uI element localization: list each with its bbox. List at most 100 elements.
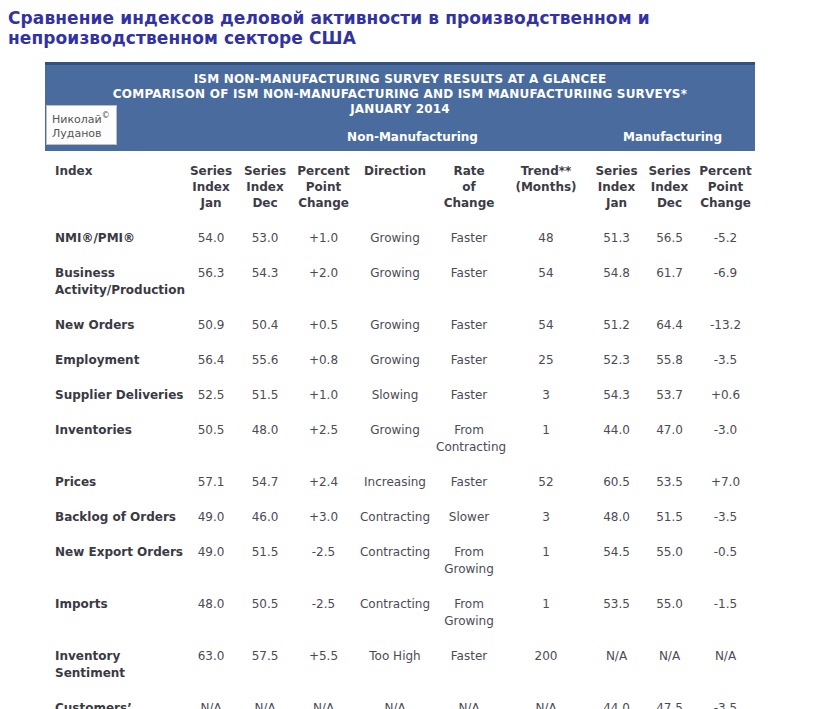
table-row: Supplier Deliveries52.551.5+1.0SlowingFa… — [45, 387, 755, 404]
row-value: N/A — [293, 700, 354, 709]
row-value: 55.6 — [237, 352, 293, 369]
row-value: 44.0 — [590, 700, 643, 709]
row-value: 25 — [502, 352, 590, 369]
row-value: N/A — [354, 700, 436, 709]
table-row: Business Activity/Production56.354.3+2.0… — [45, 265, 755, 299]
row-value: From Contracting — [436, 422, 502, 456]
author-watermark: Николай© Луданов — [46, 105, 117, 145]
row-value: 64.4 — [643, 317, 696, 334]
watermark-name-first: Николай — [52, 113, 102, 126]
row-value: N/A — [185, 700, 237, 709]
band-title-line2: COMPARISON OF ISM NON-MANUFACTURING AND … — [45, 87, 755, 102]
row-value: 55.0 — [643, 544, 696, 578]
row-value: 1 — [502, 544, 590, 578]
row-value: 50.5 — [185, 422, 237, 456]
page-title: Сравнение индексов деловой активности в … — [8, 8, 819, 48]
row-value: 51.5 — [237, 387, 293, 404]
row-value: 56.4 — [185, 352, 237, 369]
row-value: 52.3 — [590, 352, 643, 369]
row-value: 47.0 — [643, 422, 696, 456]
row-value: Faster — [436, 265, 502, 299]
row-value: 54.3 — [237, 265, 293, 299]
column-header: Trend** (Months) — [502, 163, 590, 211]
row-value: 3 — [502, 509, 590, 526]
row-value: 54 — [502, 317, 590, 334]
row-label: NMI®/PMI® — [45, 230, 185, 247]
row-value: +5.5 — [293, 648, 354, 682]
row-value: 51.5 — [237, 544, 293, 578]
row-value: 50.4 — [237, 317, 293, 334]
row-value: Growing — [354, 422, 436, 456]
row-value: 1 — [502, 596, 590, 630]
row-value: 54.7 — [237, 474, 293, 491]
row-value: -3.5 — [696, 509, 755, 526]
row-value: Growing — [354, 230, 436, 247]
row-value: -3.5 — [696, 352, 755, 369]
row-value: Faster — [436, 352, 502, 369]
band-title-line3: JANUARY 2014 — [45, 102, 755, 117]
row-value: From Growing — [436, 596, 502, 630]
row-value: N/A — [436, 700, 502, 709]
row-value: Slower — [436, 509, 502, 526]
row-label: Backlog of Orders — [45, 509, 185, 526]
table-row: Customers’ InventoriesN/AN/AN/AN/AN/AN/A… — [45, 700, 755, 709]
row-value: -3.0 — [696, 422, 755, 456]
row-value: N/A — [237, 700, 293, 709]
row-value: Contracting — [354, 544, 436, 578]
row-value: +2.0 — [293, 265, 354, 299]
row-value: 55.0 — [643, 596, 696, 630]
row-value: N/A — [590, 648, 643, 682]
row-value: 51.3 — [590, 230, 643, 247]
row-value: Growing — [354, 317, 436, 334]
table-rows: NMI®/PMI®54.053.0+1.0GrowingFaster4851.3… — [45, 230, 755, 709]
row-value: +1.0 — [293, 387, 354, 404]
row-value: -1.5 — [696, 596, 755, 630]
column-header: Series Index Jan — [185, 163, 237, 211]
row-label: Prices — [45, 474, 185, 491]
row-value: 54 — [502, 265, 590, 299]
row-label: Inventories — [45, 422, 185, 456]
table-row: Inventory Sentiment63.057.5+5.5Too HighF… — [45, 648, 755, 682]
table-row: Prices57.154.7+2.4IncreasingFaster5260.5… — [45, 474, 755, 491]
row-value: 60.5 — [590, 474, 643, 491]
row-value: 57.1 — [185, 474, 237, 491]
row-value: Faster — [436, 648, 502, 682]
table-row: New Export Orders49.051.5-2.5Contracting… — [45, 544, 755, 578]
row-value: -5.2 — [696, 230, 755, 247]
column-header: Index — [45, 163, 185, 211]
row-label: Imports — [45, 596, 185, 630]
row-value: 54.3 — [590, 387, 643, 404]
row-label: Inventory Sentiment — [45, 648, 185, 682]
row-value: +2.5 — [293, 422, 354, 456]
row-label: New Orders — [45, 317, 185, 334]
row-value: 49.0 — [185, 509, 237, 526]
row-value: -6.9 — [696, 265, 755, 299]
row-label: Business Activity/Production — [45, 265, 185, 299]
table-row: NMI®/PMI®54.053.0+1.0GrowingFaster4851.3… — [45, 230, 755, 247]
row-value: Faster — [436, 230, 502, 247]
row-value: 51.2 — [590, 317, 643, 334]
row-value: 48.0 — [590, 509, 643, 526]
row-value: Too High — [354, 648, 436, 682]
row-value: -3.5 — [696, 700, 755, 709]
row-value: +0.5 — [293, 317, 354, 334]
table-row: Backlog of Orders49.046.0+3.0Contracting… — [45, 509, 755, 526]
row-value: +2.4 — [293, 474, 354, 491]
row-value: 54.0 — [185, 230, 237, 247]
table-row: Imports48.050.5-2.5ContractingFrom Growi… — [45, 596, 755, 630]
row-value: 48 — [502, 230, 590, 247]
table-row: New Orders50.950.4+0.5GrowingFaster5451.… — [45, 317, 755, 334]
row-value: 51.5 — [643, 509, 696, 526]
row-value: 50.9 — [185, 317, 237, 334]
table-header-band: ISM NON-MANUFACTURING SURVEY RESULTS AT … — [45, 62, 755, 151]
row-value: 46.0 — [237, 509, 293, 526]
row-value: Faster — [436, 387, 502, 404]
row-value: 53.5 — [643, 474, 696, 491]
row-value: -13.2 — [696, 317, 755, 334]
row-value: 50.5 — [237, 596, 293, 630]
row-value: 48.0 — [185, 596, 237, 630]
row-value: +7.0 — [696, 474, 755, 491]
row-value: 56.3 — [185, 265, 237, 299]
row-value: 44.0 — [590, 422, 643, 456]
row-value: -2.5 — [293, 596, 354, 630]
